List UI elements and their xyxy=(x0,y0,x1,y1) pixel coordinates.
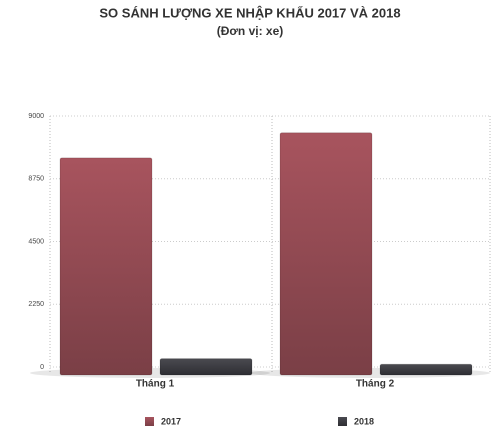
y-tick-label: 9000 xyxy=(28,113,44,120)
legend-swatch xyxy=(145,417,154,426)
bar xyxy=(59,157,153,376)
x-tick-label: Tháng 1 xyxy=(136,379,175,390)
bar xyxy=(279,132,373,376)
chart-subtitle: (Đơn vị: xe) xyxy=(217,24,284,38)
chart-title: SO SÁNH LƯỢNG XE NHẬP KHẨU 2017 VÀ 2018 xyxy=(99,5,400,20)
y-tick-label: 4500 xyxy=(28,238,44,245)
x-tick-label: Tháng 2 xyxy=(356,379,395,390)
bar xyxy=(159,358,253,376)
legend-swatch xyxy=(338,417,347,426)
bar xyxy=(379,363,473,376)
legend-label: 2018 xyxy=(354,416,374,426)
y-tick-label: 2250 xyxy=(28,301,44,308)
y-tick-label: 8750 xyxy=(28,176,44,183)
legend-label: 2017 xyxy=(161,416,181,426)
y-tick-label: 0 xyxy=(40,364,44,371)
